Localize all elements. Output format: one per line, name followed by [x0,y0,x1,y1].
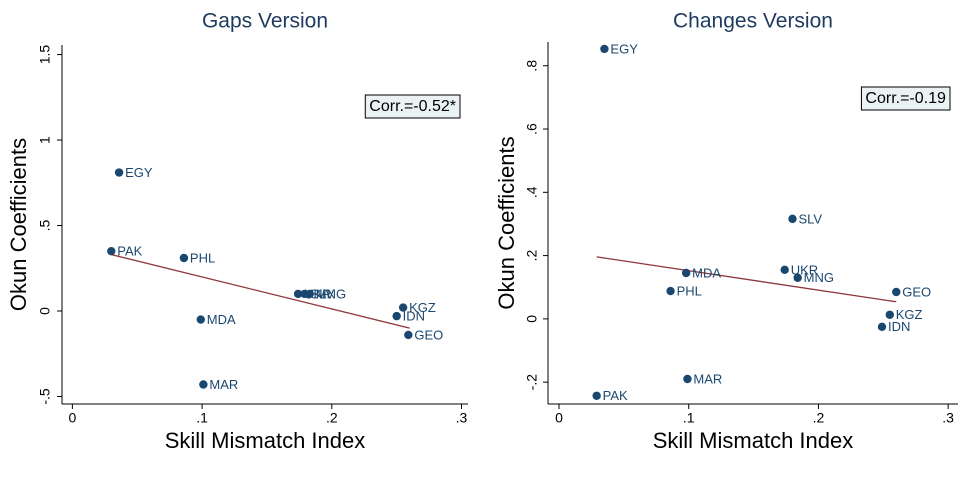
point [877,322,887,331]
point-label: KGZ [409,300,436,315]
point-label: IDN [888,319,910,334]
point-label: PAK [603,388,628,403]
y-axis-title: Okun Coefficients [494,136,519,309]
y-axis-title: Okun Coefficients [6,138,31,311]
point [199,380,208,389]
point [107,246,116,256]
x-tick-label: .3 [456,410,468,426]
y-tick-label: -.2 [524,374,540,391]
x-tick-label: .3 [942,410,954,426]
point [892,287,901,297]
point-label: MAR [693,371,722,386]
y-tick-label: 1 [37,136,53,144]
point-label: PHL [190,250,215,265]
point [592,391,601,400]
point [404,330,413,340]
y-tick-label: -.5 [37,388,53,405]
x-tick-label: .2 [813,410,825,426]
point-label: GEO [902,284,931,299]
point-label: PHL [677,283,702,298]
point-label: PAK [117,244,142,259]
point-label: EGY [125,165,153,180]
point-label: MNG [316,286,346,301]
x-tick-label: .1 [196,410,208,426]
annotation-box [860,86,951,111]
y-tick-label: .8 [524,60,540,72]
x-axis-title: Skill Mismatch Index [653,428,854,453]
point-label: EGY [610,41,638,56]
point-label: MAR [209,377,238,392]
point [293,289,303,299]
x-tick-label: 0 [68,410,76,426]
point [885,310,894,319]
x-tick-label: .2 [326,410,338,426]
annotation: Corr.=-0.19 [865,90,946,107]
point [398,303,408,312]
y-tick-label: .6 [524,123,540,135]
point [600,44,609,54]
point-label: UKR [791,262,818,277]
point-label: KGZ [896,307,923,322]
fit-line [111,253,410,329]
y-tick-label: 1.5 [37,45,53,65]
annotation-box [364,94,461,119]
x-tick-label: .1 [683,410,695,426]
fit-line [596,256,897,303]
y-tick-label: 0 [524,315,540,323]
chart-title: Gaps Version [202,10,328,33]
x-tick-label: 0 [555,410,563,426]
point [179,253,189,263]
point [788,214,797,224]
point [681,268,691,278]
point-label: MDA [692,265,721,280]
point [114,168,124,177]
point [196,315,205,324]
y-tick-label: .4 [524,186,540,198]
point [666,286,675,296]
point-label: MNG [804,270,834,285]
annotation: Corr.=-0.52* [369,98,456,115]
chart-title: Changes Version [673,10,833,33]
point-label: IDN [403,309,425,324]
y-tick-label: 0 [37,307,53,315]
point-label: SLV [311,286,335,301]
point [780,265,789,275]
point-label: MDA [207,312,236,327]
x-axis-title: Skill Mismatch Index [165,428,366,453]
point-label: GEO [414,327,443,342]
point [392,311,401,321]
point [305,289,314,299]
point [683,374,692,384]
y-tick-label: .2 [524,250,540,262]
point-label: SLV [798,211,822,226]
point [793,273,802,282]
y-tick-label: .5 [37,219,53,231]
